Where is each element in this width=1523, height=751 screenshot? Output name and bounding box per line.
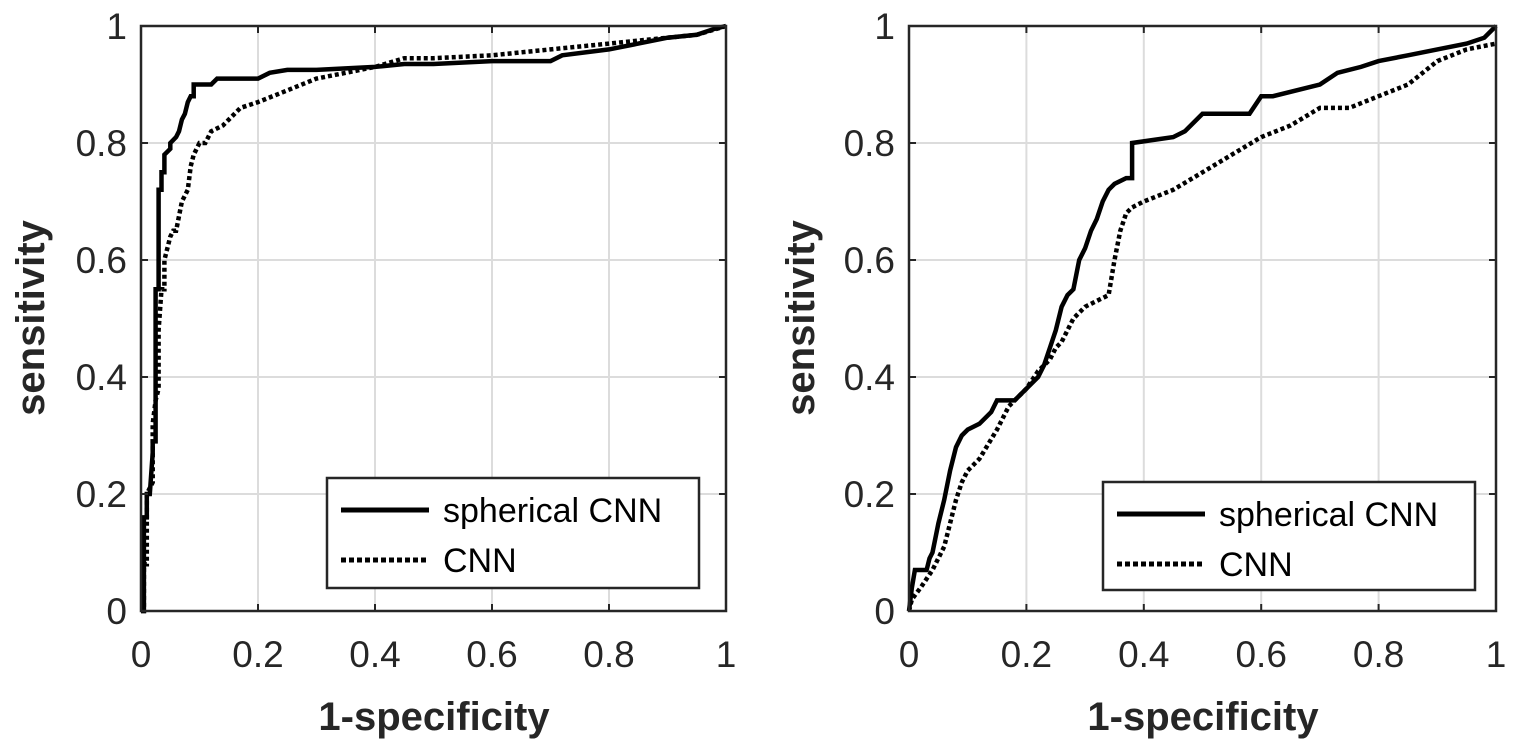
legend-box: [1101, 480, 1477, 592]
axes-frame-right: [907, 24, 1498, 613]
legend-label-cnn: CNN: [443, 542, 517, 580]
x-tick-label: 0.6: [466, 634, 517, 675]
legend-label-cnn: CNN: [1219, 546, 1293, 584]
x-axis-label: 1-specificity: [1087, 695, 1319, 739]
axes-frame-left: [139, 24, 728, 613]
x-tick-label: 0.4: [1118, 634, 1169, 675]
y-tick-label: 0.4: [844, 357, 895, 398]
x-tick-label: 0.4: [349, 634, 400, 675]
x-tick-label: 0: [899, 634, 920, 675]
y-tick-label: 0.4: [76, 357, 127, 398]
x-tick-label: 0.8: [583, 634, 634, 675]
legend-box: [325, 476, 701, 590]
x-tick-label: 1: [1486, 634, 1507, 675]
x-tick-label: 0.2: [232, 634, 283, 675]
roc-panel-left: 0 0.2 0.4 0.6 0.8 1 0 0.2 0.4 0.6 0.8 1 1-specificit…: [9, 6, 736, 739]
series-line-cnn: [141, 23, 727, 614]
y-tick-label: 0.8: [76, 123, 127, 164]
x-axis-label: 1-specificity: [318, 695, 550, 739]
x-tick-label: 0: [131, 634, 152, 675]
roc-panel-right: 0 0.2 0.4 0.6 0.8 1 0 0.2 0.4 0.6 0.8 1 1-specificit…: [779, 6, 1506, 739]
series-line-spherical-cnn: [906, 24, 1498, 612]
y-tick-label: 0: [874, 591, 895, 632]
legend-label-spherical-cnn: spherical CNN: [443, 492, 662, 530]
y-tick-label: 1: [106, 6, 127, 47]
x-tick-label: 0.2: [1001, 634, 1052, 675]
y-tick-label: 0: [106, 591, 127, 632]
x-tick-label: 0.6: [1235, 634, 1286, 675]
x-tick-label: 1: [716, 634, 737, 675]
y-axis-label: sensitivity: [779, 219, 823, 415]
y-axis-label: sensitivity: [9, 219, 53, 415]
y-tick-label: 0.6: [844, 240, 895, 281]
legend-right: spherical CNN CNN: [1101, 480, 1477, 592]
legend-left: spherical CNN CNN: [325, 476, 701, 590]
y-tick-label: 1: [874, 6, 895, 47]
y-tick-label: 0.8: [844, 123, 895, 164]
legend-label-spherical-cnn: spherical CNN: [1219, 496, 1438, 534]
y-tick-label: 0.2: [844, 474, 895, 515]
x-tick-label: 0.8: [1353, 634, 1404, 675]
y-tick-label: 0.2: [76, 474, 127, 515]
y-tick-label: 0.6: [76, 240, 127, 281]
